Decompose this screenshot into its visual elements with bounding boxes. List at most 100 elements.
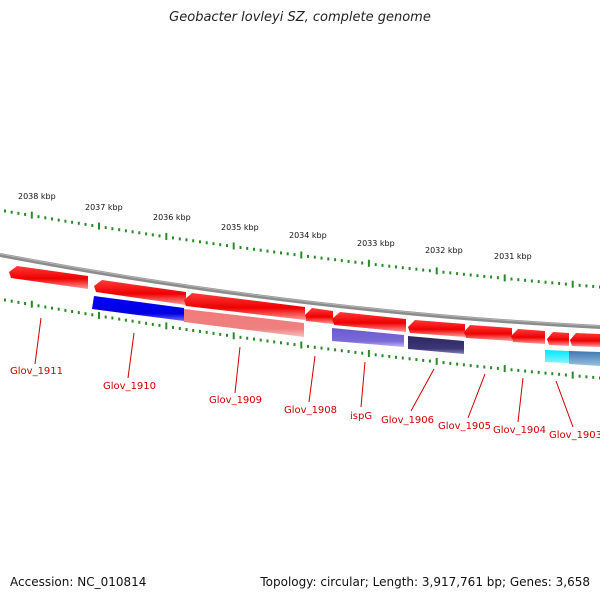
gene-arrow-glov-1908[interactable] [305,308,333,324]
outer-ring-minor-tick [259,248,262,252]
gene-arrow-glov-1909[interactable] [184,293,305,320]
outer-ring-minor-tick [280,251,282,255]
leader-line-glov-1911 [34,317,42,365]
inner-ring-minor-tick [469,364,472,368]
inner-tick-ring [4,298,600,380]
gene-arrow-glov-1905[interactable] [464,325,512,341]
inner-ring-minor-tick [544,371,547,375]
outer-ring-minor-tick [286,252,289,256]
inner-ring-minor-tick [118,317,121,321]
inner-ring-minor-tick [564,373,567,377]
outer-ring-minor-tick [205,241,208,245]
gene-arrow-ispg[interactable] [332,312,406,332]
outer-ring-major-tick [367,259,370,267]
outer-ring-minor-tick [226,244,228,248]
gene-label-glov-1908: Glov_1908 [284,405,337,416]
feature-block-navy[interactable] [408,336,464,354]
gene-arrow-next[interactable] [570,333,600,347]
inner-ring-minor-tick [401,356,404,360]
feature-block-pink[interactable] [184,309,304,337]
inner-ring-minor-tick [91,313,94,317]
outer-ring-minor-tick [496,276,499,280]
outer-ring-minor-tick [334,258,337,262]
inner-ring-minor-tick [293,343,296,347]
inner-ring-minor-tick [266,339,269,343]
inner-ring-minor-tick [462,363,465,367]
inner-ring-minor-tick [442,361,445,365]
outer-ring-minor-tick [158,234,161,238]
outer-ring-minor-tick [192,239,195,243]
inner-ring-minor-tick [388,355,391,358]
inner-ring-major-tick [435,357,438,365]
inner-ring-major-tick [571,371,574,379]
inner-ring-minor-tick [77,311,80,315]
inner-ring-minor-tick [340,349,343,353]
feature-track [92,296,600,366]
outer-ring-minor-tick [313,255,316,259]
outer-ring-major-tick [232,242,235,250]
label-leader-lines [34,317,574,428]
inner-ring-minor-tick [24,302,27,305]
outer-ring-minor-tick [428,269,431,273]
outer-ring-minor-tick [178,237,181,241]
inner-ring-minor-tick [408,357,411,361]
outer-ring-minor-tick [462,272,465,276]
inner-ring-minor-tick [111,316,114,320]
outer-ring-minor-tick [395,265,397,269]
accession-text: Accession: NC_010814 [10,575,147,589]
inner-ring-minor-tick [428,359,431,363]
feature-block-steel[interactable] [569,351,600,366]
genome-backbone [0,253,600,329]
gene-arrow-glov-1906[interactable] [408,320,465,337]
gene-arrow-glov-1911[interactable] [9,266,88,289]
inner-ring-major-tick [98,311,100,319]
outer-ring-major-tick [503,274,506,282]
inner-ring-minor-tick [253,337,255,341]
outer-ring-minor-tick [517,278,520,282]
outer-ring-minor-tick [354,260,357,264]
scale-label-2036: 2036 kbp [153,213,191,222]
outer-ring-minor-tick [57,218,60,222]
outer-ring-minor-tick [530,279,533,283]
inner-ring-minor-tick [158,323,161,327]
inner-ring-minor-tick [496,366,499,370]
outer-ring-major-tick [300,251,303,259]
inner-ring-minor-tick [347,350,350,353]
outer-ring-minor-tick [212,242,215,246]
outer-ring-minor-tick [490,275,493,279]
inner-ring-minor-tick [192,329,195,332]
outer-ring-minor-tick [64,219,67,223]
feature-block-lavender[interactable] [332,328,404,347]
outer-ring-minor-tick [151,233,154,237]
feature-block-blue[interactable] [92,296,184,321]
outer-ring-minor-tick [340,259,343,263]
outer-ring-minor-tick [483,274,486,278]
outer-ring-minor-tick [51,217,53,221]
inner-ring-minor-tick [138,320,141,324]
inner-ring-minor-tick [449,361,452,365]
inner-ring-major-tick [300,341,303,349]
outer-ring-minor-tick [84,222,87,226]
gene-arrow-glov-1904[interactable] [511,329,545,344]
outer-ring-minor-tick [524,278,527,282]
gene-label-glov-1906: Glov_1906 [381,415,434,426]
inner-ring-minor-tick [286,342,289,346]
outer-ring-minor-tick [537,280,540,284]
outer-ring-minor-tick [266,249,269,253]
gene-arrow-glov-1910[interactable] [94,280,186,305]
inner-ring-minor-tick [212,331,215,335]
gene-arrow-glov-1903[interactable] [547,332,569,346]
feature-block-cyan[interactable] [545,350,569,363]
outer-ring-minor-tick [558,282,561,285]
inner-ring-minor-tick [131,319,134,323]
inner-ring-major-tick [503,365,506,373]
scale-label-2037: 2037 kbp [85,203,123,212]
inner-ring-minor-tick [490,366,493,370]
inner-ring-major-tick [367,350,370,357]
inner-ring-major-tick [232,332,235,340]
outer-ring-minor-tick [37,215,40,219]
outer-ring-major-tick [165,232,168,240]
outer-ring-minor-tick [307,254,309,258]
outer-ring-minor-tick [77,221,80,225]
outer-ring-minor-tick [172,236,174,240]
